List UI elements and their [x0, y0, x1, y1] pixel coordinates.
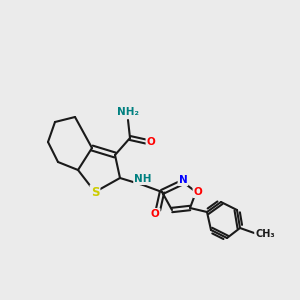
Text: S: S: [91, 185, 99, 199]
Text: N: N: [178, 175, 188, 185]
Text: O: O: [151, 209, 159, 219]
Text: O: O: [147, 137, 155, 147]
Text: CH₃: CH₃: [255, 229, 275, 239]
Text: O: O: [194, 187, 202, 197]
Text: NH₂: NH₂: [117, 107, 139, 117]
Text: NH: NH: [134, 174, 152, 184]
